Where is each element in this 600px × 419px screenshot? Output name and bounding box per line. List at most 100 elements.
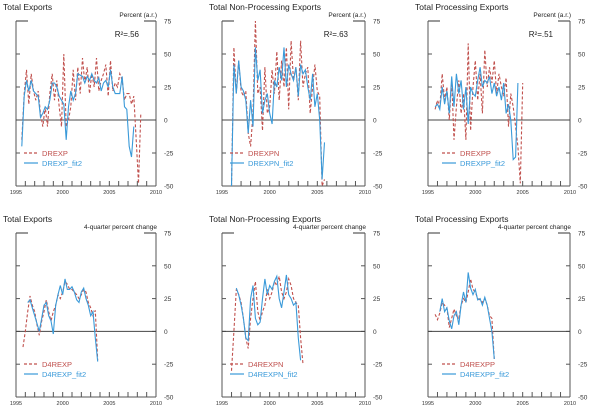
x-tick-label: 2000 [469,401,481,407]
series-line-D4REXP [22,280,99,361]
y-tick-label: 75 [578,19,586,26]
y-tick-label: 25 [578,85,586,92]
legend-label: DREXPP_fit2 [460,159,505,168]
x-tick-label: 2010 [150,401,162,407]
y-tick-label: 50 [373,52,381,59]
x-tick-label: 2005 [517,190,529,196]
r-squared-label: R²=.63 [324,30,349,39]
y-tick-label: -50 [164,395,174,402]
series-line-D4REXPP_fit2 [439,272,495,360]
y-tick-label: 75 [164,231,172,238]
y-tick-label: -50 [373,184,383,191]
x-tick-label: 2000 [264,190,276,196]
x-tick-label: 2010 [359,190,371,196]
y-tick-label: 0 [164,118,168,125]
x-tick-label: 2005 [103,401,115,407]
legend-label: D4REXPP [460,360,495,369]
y-tick-label: 0 [578,329,582,336]
legend-label: D4REXP [42,360,72,369]
y-tick-label: 0 [164,329,168,336]
series-line-DREXP [21,53,142,184]
unit-label: Percent (a.r.) [533,12,571,19]
series-line-D4REXPN_fit2 [235,274,302,361]
y-tick-label: 0 [373,329,377,336]
y-tick-label: 50 [164,263,172,270]
x-tick-label: 2000 [264,401,276,407]
y-tick-label: 75 [373,231,381,238]
unit-label: Percent (a.r.) [119,12,157,19]
unit-label: 4-quarter percent change [293,224,366,231]
y-tick-label: 75 [164,19,172,26]
legend-label: D4REXP_fit2 [42,370,86,379]
legend-label: DREXPN [248,149,279,158]
x-tick-label: 2005 [311,190,323,196]
y-tick-label: 50 [373,263,381,270]
y-tick-label: 25 [164,85,172,92]
x-tick-label: 2000 [57,190,69,196]
chart-panel-1: Total Exports Percent (a.r.) 75 50 25 0 -25 -50… [3,2,174,196]
chart-panel-3: Total Processing Exports Percent (a.r.) 75… [415,2,588,196]
y-tick-label: -50 [578,395,588,402]
chart-title: Total Exports [3,2,52,12]
x-tick-label: 2000 [469,190,481,196]
x-tick-label: 2005 [517,401,529,407]
series-line-DREXPP_fit2 [434,67,519,161]
chart-title: Total Non-Processing Exports [209,2,321,12]
y-tick-label: 25 [373,85,381,92]
r-squared-label: R²=.56 [115,30,140,39]
y-tick-label: -25 [578,362,588,369]
series-line-D4REXP_fit2 [27,278,99,362]
chart-panel-2: Total Non-Processing Exports Percent (a.r… [209,2,383,196]
y-tick-label: 75 [373,19,381,26]
x-tick-label: 2010 [564,401,576,407]
legend-label: D4REXPP_fit2 [460,370,509,379]
y-tick-label: -50 [578,184,588,191]
y-tick-label: 0 [373,118,377,125]
unit-label: Percent (a.r.) [328,12,366,19]
x-tick-label: 1995 [216,190,228,196]
x-tick-label: 1995 [422,190,434,196]
y-tick-label: 25 [164,296,172,303]
series-line-D4REXPN [230,276,304,371]
x-tick-label: 2010 [150,190,162,196]
series-line-DREXPP [434,43,524,184]
r-squared-label: R²=.51 [529,30,554,39]
unit-label: 4-quarter percent change [84,224,157,231]
chart-title: Total Exports [3,214,52,224]
legend-label: DREXP [42,149,68,158]
unit-label: 4-quarter percent change [498,224,571,231]
legend-label: D4REXPN_fit2 [248,370,298,379]
series-line-DREXPN_fit2 [230,47,326,187]
y-tick-label: -50 [164,184,174,191]
x-tick-label: 1995 [10,190,22,196]
y-tick-label: 50 [164,52,172,59]
y-tick-label: 0 [578,118,582,125]
x-tick-label: 2005 [103,190,115,196]
series-line-DREXP_fit2 [21,69,135,158]
y-tick-label: 50 [578,52,586,59]
y-tick-label: -25 [373,151,383,158]
series-line-D4REXPP [434,278,495,361]
x-tick-label: 2000 [57,401,69,407]
legend-label: DREXPN_fit2 [248,159,293,168]
x-tick-label: 1995 [10,401,22,407]
y-tick-label: 75 [578,231,586,238]
y-tick-label: 25 [373,296,381,303]
legend-label: D4REXPN [248,360,283,369]
legend-label: DREXPP [460,149,491,158]
chart-title: Total Processing Exports [415,214,509,224]
chart-panel-4: Total Exports 4-quarter percent change 75 5… [3,214,174,407]
y-tick-label: -25 [164,151,174,158]
x-tick-label: 2010 [564,190,576,196]
x-tick-label: 1995 [216,401,228,407]
y-tick-label: 25 [578,296,586,303]
y-tick-label: 50 [578,263,586,270]
x-tick-label: 2005 [311,401,323,407]
chart-title: Total Processing Exports [415,2,509,12]
legend-label: DREXP_fit2 [42,159,82,168]
x-tick-label: 1995 [422,401,434,407]
y-tick-label: -25 [578,151,588,158]
